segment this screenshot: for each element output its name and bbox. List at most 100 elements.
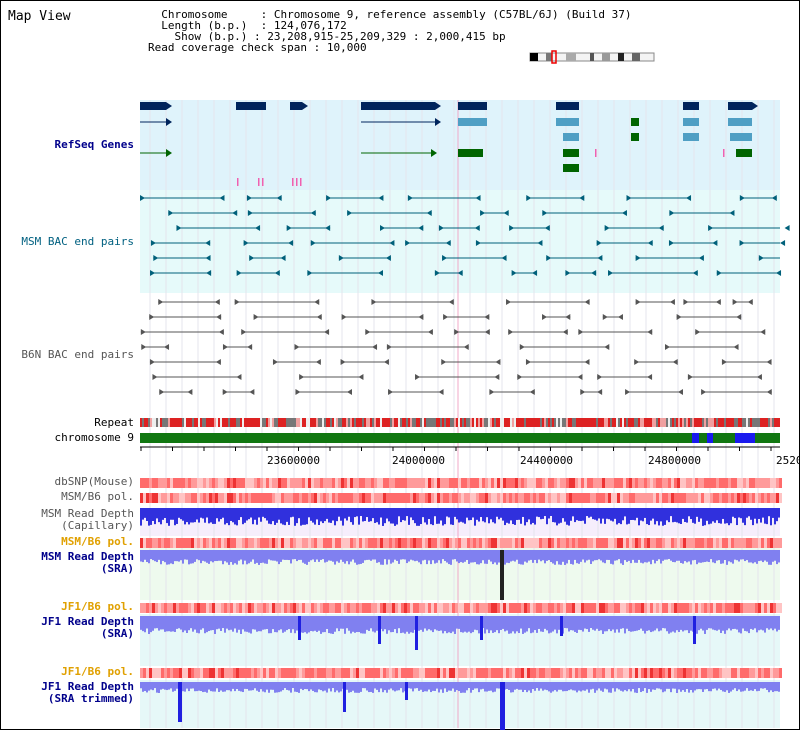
jf1-trim-depth [172,682,174,692]
repeat-segment [212,418,214,427]
msm-sra-depth [646,550,648,563]
msm-cap-depth [702,508,704,526]
msm-cap-depth [218,508,220,522]
msm-sra-depth [280,550,282,562]
b6n-bac-end [721,359,727,365]
jf1-pol-cell [443,603,446,613]
msm-pol-cell [377,493,380,503]
msm-pol2-cell [578,538,581,548]
msm-pol2-cell [521,538,524,548]
msm-cap-depth [576,508,578,521]
dbsnp-cell [254,478,257,488]
jf1-trim-depth [202,682,204,693]
msm-pol2-cell [266,538,269,548]
track-label-refseq[interactable]: RefSeq Genes [54,138,134,151]
jf1-pol2-cell [314,668,317,678]
b6n-bac-end [215,359,221,365]
msm-pol-cell [758,493,761,503]
repeat-segment [296,418,298,427]
msm-cap-depth [168,508,170,526]
jf1-sra-depth [234,616,236,629]
jf1-trim-depth [284,682,286,689]
b6n-bac-end [358,374,364,380]
ideogram-band [530,53,538,61]
msm-pol-cell [221,493,224,503]
dbsnp-cell [713,478,716,488]
jf1-trim-depth [250,682,252,691]
msm-pol2-cell [200,538,203,548]
jf1-trim-depth [540,682,542,689]
msm-cap-depth [604,508,606,524]
jf1-sra-depth [158,616,160,631]
jf1-pol2-cell [446,668,449,678]
jf1-pol2-cell [218,668,221,678]
repeat-segment [762,418,764,427]
repeat-segment [504,418,506,427]
msm-cap-depth [554,508,556,523]
msm-cap-depth [730,508,732,524]
msm-sra-depth [708,550,710,563]
repeat-segment [692,418,694,427]
jf1-trim-depth [644,682,646,689]
jf1-sra-depth [624,616,626,634]
msm-cap-depth [314,508,316,525]
msm-cap-depth [460,508,462,522]
jf1-pol-cell [776,603,779,613]
msm-cap-depth [492,508,494,523]
msm-cap-depth [512,508,514,525]
msm-pol-cell [185,493,188,503]
jf1-trim-depth [302,682,304,691]
jf1-trim-depth [290,682,292,693]
msm-bac-end [442,255,448,261]
msm-pol-cell [647,493,650,503]
msm-sra-depth [752,550,754,564]
msm-sra-depth [720,550,722,564]
repeat-segment [466,418,468,427]
msm-cap-depth [566,508,568,525]
jf1-trim-depth [746,682,748,689]
jf1-sra-depth [236,616,238,633]
jf1-sra-depth [362,616,364,634]
msm-pol2-cell [218,538,221,548]
msm-sra-depth [446,550,448,563]
msm-pol2-cell [398,538,401,548]
jf1-trim-depth [698,682,700,690]
jf1-pol-cell [203,603,206,613]
msm-pol2-cell [209,538,212,548]
msm-pol2-cell [710,538,713,548]
msm-bac-end [546,255,552,261]
msm-cap-depth [582,508,584,521]
jf1-pol2-cell [659,668,662,678]
repeat-segment [480,418,482,427]
jf1-pol2-cell [335,668,338,678]
show-row: Show (b.p.) : 23,208,915-25,209,329 : 2,… [174,30,506,43]
jf1-sra-depth [296,616,298,631]
msm-sra-depth [356,550,358,565]
msm-sra-depth [700,550,702,563]
repeat-segment [142,418,144,427]
msm-pol2-cell [317,538,320,548]
repeat-segment [476,418,478,427]
jf1-sra-depth [598,616,600,631]
repeat-segment [624,418,626,427]
msm-pol2-cell [191,538,194,548]
jf1-trim-depth [566,682,568,692]
jf1-trim-depth [426,682,428,692]
msm-cap-depth [580,508,582,522]
track-label-b6n-bac[interactable]: B6N BAC end pairs [21,348,134,361]
jf1-pol2-cell [251,668,254,678]
dbsnp-cell [194,478,197,488]
repeat-segment [600,418,602,427]
track-label-msm-bac[interactable]: MSM BAC end pairs [21,235,134,248]
msm-pol-cell [677,493,680,503]
jf1-sra-depth [608,616,610,630]
jf1-trim-depth [338,682,340,693]
dbsnp-cell [629,478,632,488]
jf1-sra-depth [714,616,716,631]
msm-pol2-cell [260,538,263,548]
msm-sra-depth [412,550,414,561]
msm-cap-depth [688,508,690,517]
jf1-pol2-cell [326,668,329,678]
jf1-trim-depth [686,682,688,690]
jf1-sra-depth [510,616,512,634]
